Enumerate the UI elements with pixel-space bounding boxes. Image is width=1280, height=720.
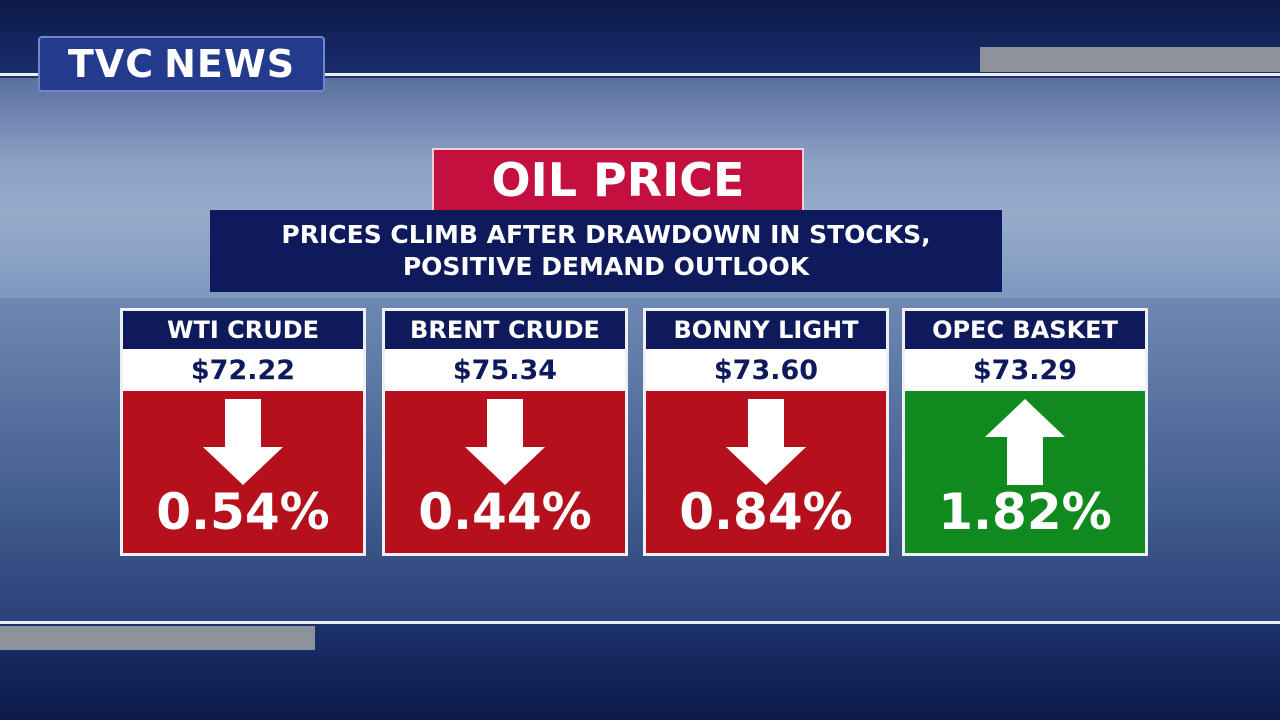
subtitle: PRICES CLIMB AFTER DRAWDOWN IN STOCKS, P…: [210, 210, 1002, 292]
card-change: 0.44%: [418, 483, 592, 541]
arrow-up: [985, 399, 1065, 485]
card-price: $75.34: [385, 349, 625, 391]
card-price: $73.29: [905, 349, 1145, 391]
arrow-shape: [726, 399, 806, 485]
card-change: 1.82%: [938, 483, 1112, 541]
price-card: WTI CRUDE $72.22 0.54%: [120, 308, 366, 556]
card-name: BRENT CRUDE: [385, 311, 625, 349]
logo-news: NEWS: [164, 42, 296, 86]
card-body: 1.82%: [905, 391, 1145, 553]
gray-bar: [0, 626, 315, 650]
price-card: BONNY LIGHT $73.60 0.84%: [643, 308, 889, 556]
gray-bar: [980, 47, 1280, 72]
subtitle-line: POSITIVE DEMAND OUTLOOK: [402, 252, 810, 281]
arrow-down: [465, 399, 545, 485]
card-price: $72.22: [123, 349, 363, 391]
bottom-rule: [0, 621, 1280, 624]
card-body: 0.44%: [385, 391, 625, 553]
card-body: 0.54%: [123, 391, 363, 553]
price-card: OPEC BASKET $73.29 1.82%: [902, 308, 1148, 556]
card-body: 0.84%: [646, 391, 886, 553]
arrow-shape: [465, 399, 545, 485]
card-price: $73.60: [646, 349, 886, 391]
card-name: WTI CRUDE: [123, 311, 363, 349]
arrow-shape: [203, 399, 283, 485]
price-card: BRENT CRUDE $75.34 0.44%: [382, 308, 628, 556]
logo-tvc: TVC: [67, 42, 155, 86]
card-name: OPEC BASKET: [905, 311, 1145, 349]
subtitle-line: PRICES CLIMB AFTER DRAWDOWN IN STOCKS,: [281, 220, 931, 249]
title: OIL PRICE: [432, 148, 804, 212]
top-rule: [0, 73, 1280, 76]
logo: TVC NEWS: [38, 36, 325, 92]
arrow-shape: [985, 399, 1065, 485]
arrow-down: [203, 399, 283, 485]
card-change: 0.84%: [679, 483, 853, 541]
arrow-down: [726, 399, 806, 485]
card-change: 0.54%: [156, 483, 330, 541]
card-name: BONNY LIGHT: [646, 311, 886, 349]
